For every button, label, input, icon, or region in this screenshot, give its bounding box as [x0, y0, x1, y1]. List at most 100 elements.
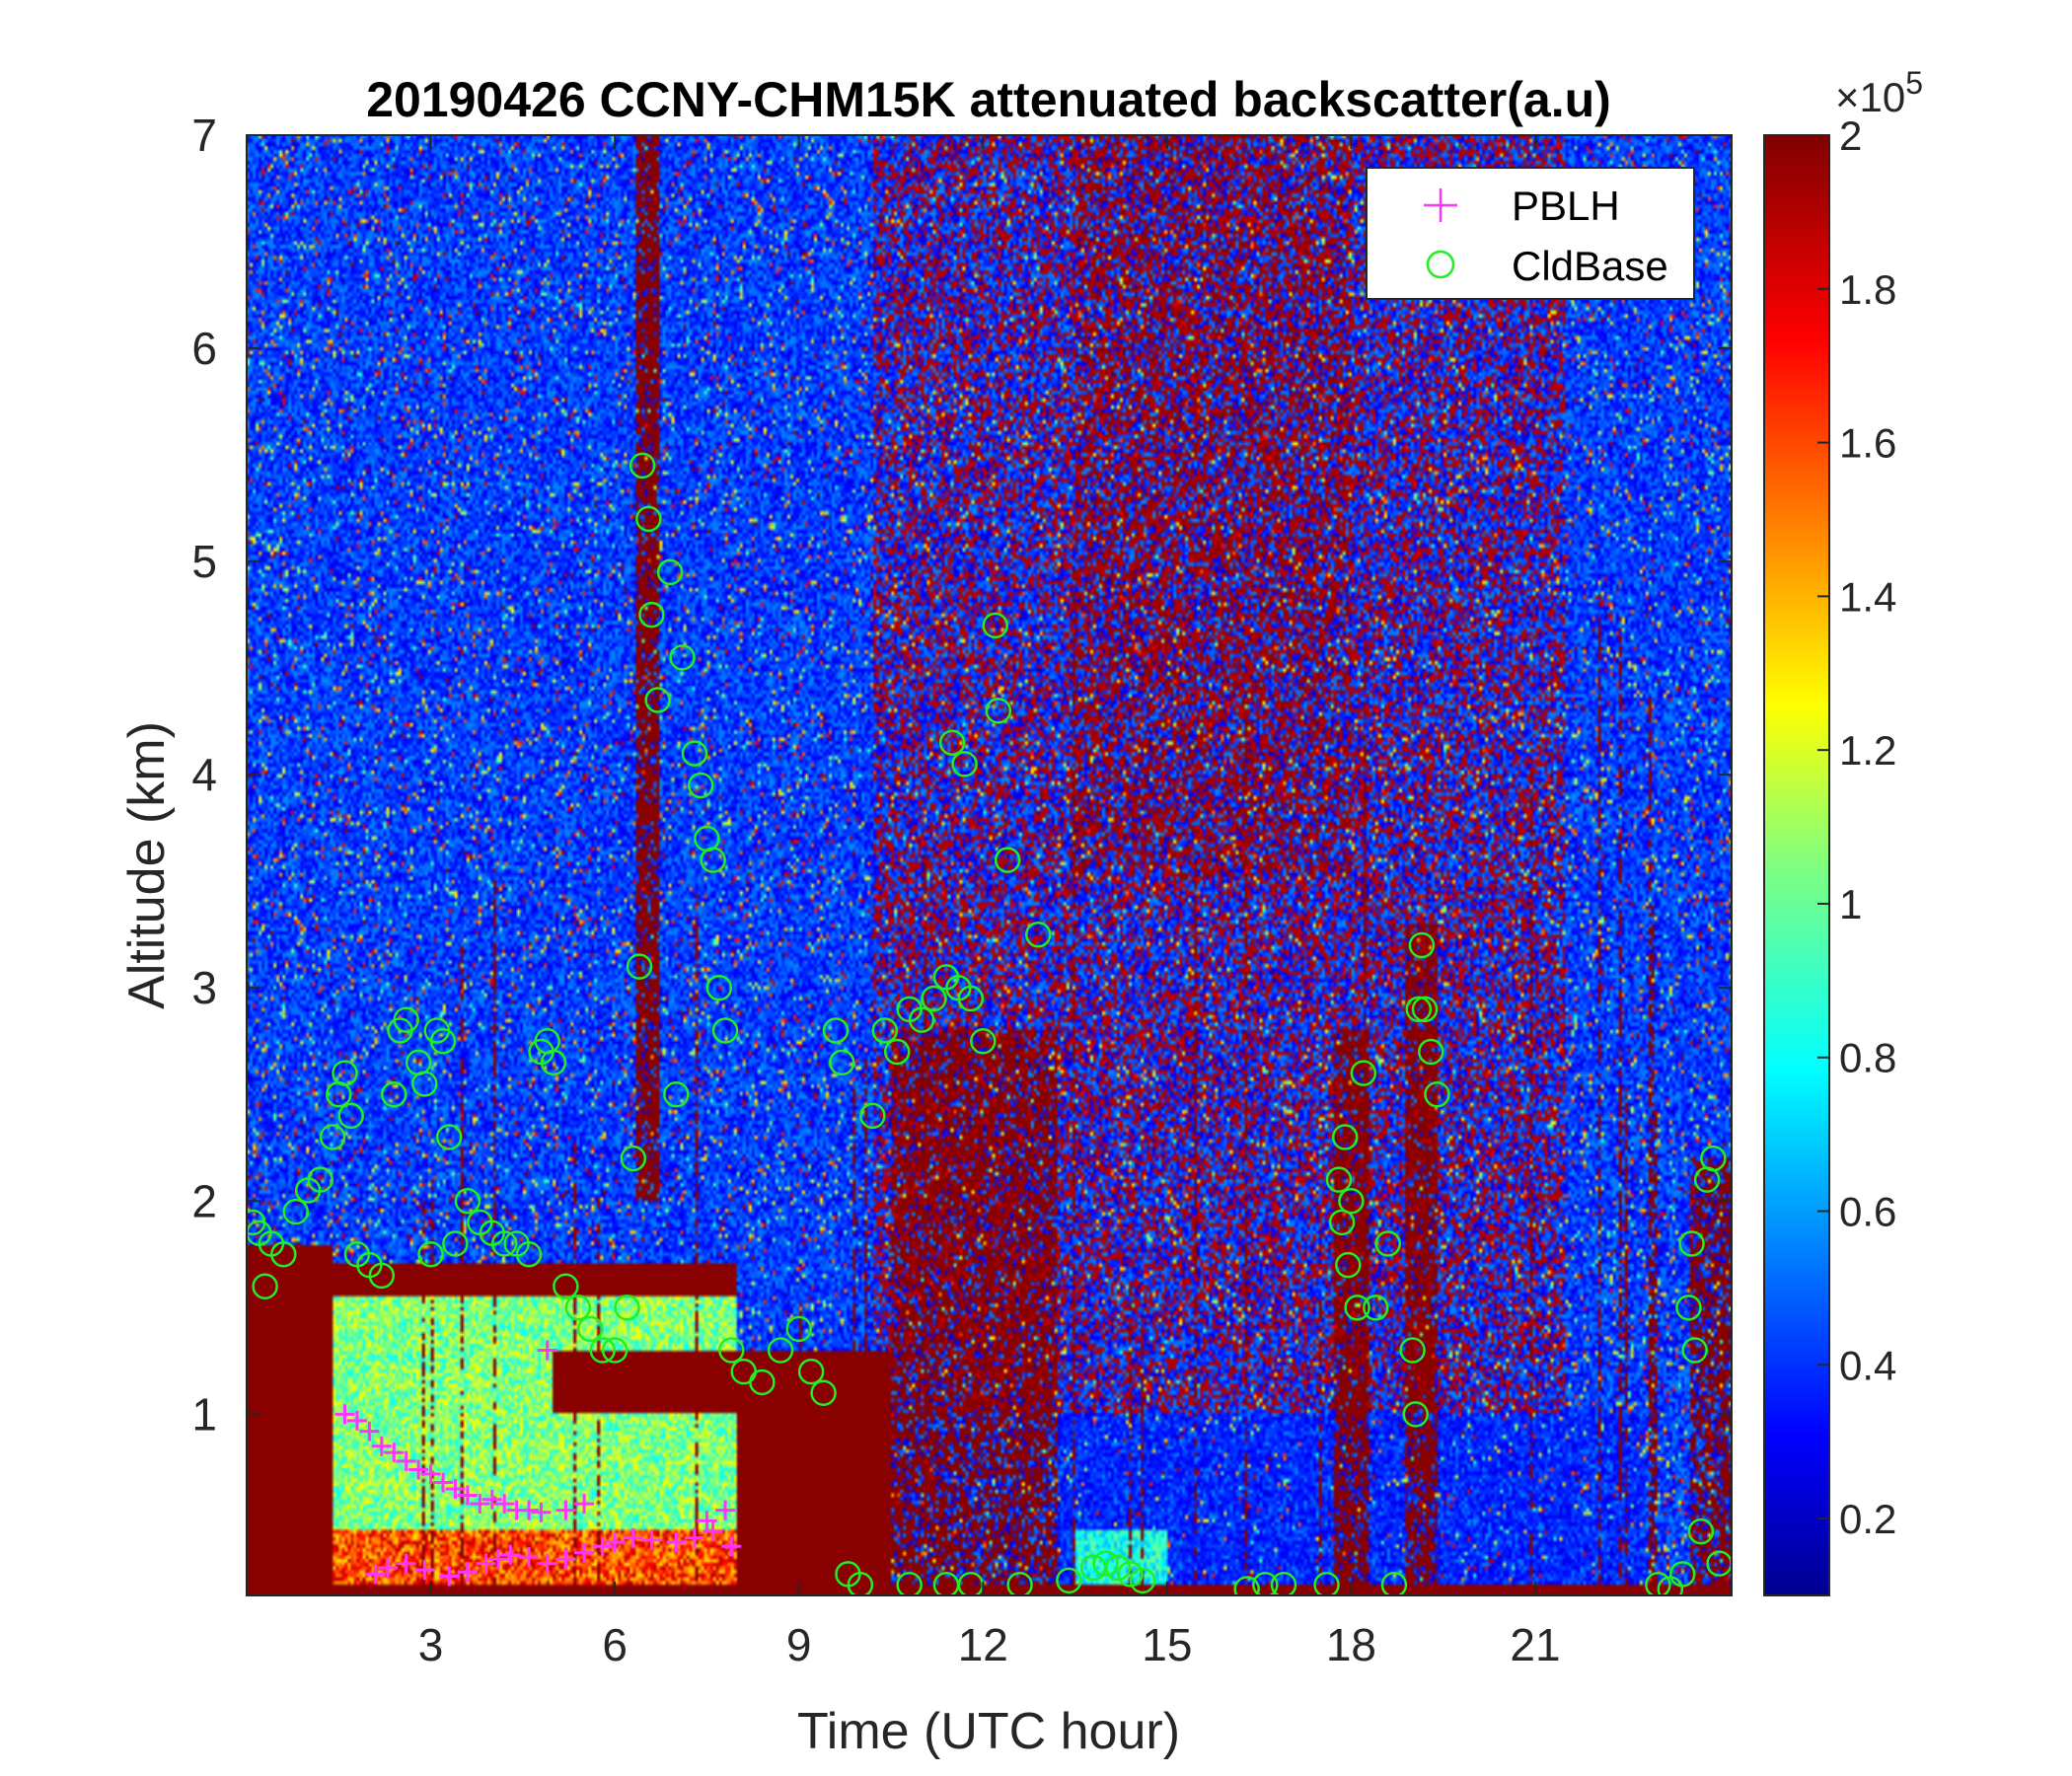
pblh-point	[439, 1566, 460, 1587]
x-tick-label: 9	[786, 1619, 812, 1670]
cldbase-point	[282, 1198, 310, 1225]
colorbar-multiplier-base: ×10	[1835, 74, 1905, 120]
pblh-point	[519, 1500, 540, 1520]
cldbase-point	[644, 687, 671, 713]
pblh-point	[605, 1531, 626, 1552]
backscatter-image	[247, 135, 1732, 1595]
colorbar-gradient	[1763, 134, 1830, 1596]
cldbase-point	[435, 1124, 463, 1150]
legend-label-cldbase: CldBase	[1512, 243, 1668, 289]
pblh-point	[592, 1536, 613, 1557]
cldbase-point	[828, 1049, 855, 1076]
cldbase-point	[810, 1379, 837, 1406]
cldbase-point	[1233, 1576, 1260, 1595]
y-axis: 1 2 3 4 5 6 7	[191, 110, 1732, 1440]
cldbase-point	[337, 1102, 364, 1130]
cldbase-point	[1325, 1166, 1353, 1193]
cldbase-point	[1270, 1571, 1297, 1595]
legend-box	[1366, 167, 1695, 300]
cldbase-point	[307, 1166, 333, 1193]
cldbase-point	[490, 1230, 518, 1257]
pblh-point	[476, 1553, 496, 1574]
cldbase-point	[515, 1241, 543, 1268]
cldbase-point	[620, 1145, 647, 1172]
cldbase-point	[1129, 1567, 1156, 1594]
cldbase-point	[638, 601, 665, 629]
y-tick-label: 1	[191, 1388, 217, 1440]
cldbase-point	[718, 1337, 745, 1364]
cldbase-point	[822, 1017, 850, 1044]
pblh-point	[519, 1547, 540, 1568]
chart-title: 20190426 CCNY-CHM15K attenuated backscat…	[366, 72, 1611, 127]
legend-marker-pblh	[1424, 188, 1457, 222]
y-tick-label: 5	[191, 536, 217, 587]
y-tick-label: 2	[191, 1175, 217, 1226]
pblh-point	[365, 1564, 386, 1585]
cldbase-point	[417, 1241, 444, 1268]
cldbase-point	[601, 1337, 629, 1364]
cldbase-point	[669, 644, 696, 671]
pblh-point	[666, 1531, 687, 1552]
pblh-point	[574, 1542, 595, 1563]
y-axis-label: Altitude (km)	[118, 721, 176, 1009]
cldbase-point	[1338, 1188, 1365, 1215]
y-tick-label: 3	[191, 962, 217, 1013]
cldbase-point	[1006, 1571, 1033, 1595]
colorbar-tick-label: 1.2	[1839, 727, 1896, 774]
pblh-point	[703, 1521, 723, 1542]
cldbase-point	[705, 974, 733, 1001]
cldbase-point	[1252, 1571, 1279, 1595]
cldbase-point	[994, 847, 1021, 873]
x-tick-label: 18	[1326, 1619, 1376, 1670]
x-axis: 3 6 9 12 15 18 21	[418, 135, 1561, 1670]
pblh-point	[414, 1560, 435, 1581]
cldbase-point	[429, 1027, 457, 1055]
x-axis-label: Time (UTC hour)	[797, 1703, 1180, 1760]
series-cldbase	[247, 452, 1732, 1595]
cldbase-point	[381, 1081, 407, 1108]
pblh-point	[384, 1443, 405, 1463]
cldbase-point	[629, 452, 656, 480]
cldbase-point	[681, 740, 708, 767]
y-tick-label: 6	[191, 323, 217, 374]
pblh-point	[494, 1494, 515, 1515]
cldbase-point	[626, 953, 653, 980]
cldbase-point	[454, 1188, 481, 1215]
cldbase-point	[1424, 1081, 1450, 1108]
cldbase-point	[957, 985, 985, 1012]
colorbar-multiplier-exponent: 5	[1905, 65, 1923, 101]
pblh-point	[487, 1549, 508, 1570]
x-tick-label: 3	[418, 1619, 444, 1670]
pblh-point	[420, 1463, 441, 1484]
cldbase-point	[1117, 1561, 1144, 1588]
pblh-point	[371, 1436, 392, 1456]
cldbase-point	[1104, 1554, 1132, 1582]
cldbase-point	[1411, 996, 1439, 1023]
x-tick-label: 15	[1142, 1619, 1192, 1670]
pblh-point	[457, 1485, 478, 1506]
pblh-point	[470, 1494, 490, 1515]
cldbase-point	[797, 1358, 825, 1385]
cldbase-point	[411, 1071, 438, 1097]
colorbar-tick-label: 0.4	[1839, 1342, 1896, 1388]
pblh-point	[396, 1553, 416, 1574]
cldbase-point	[1402, 1401, 1429, 1428]
pblh-point	[481, 1489, 502, 1510]
cldbase-point	[393, 1006, 419, 1033]
cldbase-point	[1681, 1337, 1708, 1364]
cldbase-point	[1678, 1230, 1705, 1257]
legend-marker-cldbase	[1426, 250, 1455, 279]
cldbase-point	[1380, 1571, 1408, 1595]
cldbase-point	[1405, 996, 1433, 1023]
pblh-point	[697, 1511, 717, 1531]
pblh-point	[684, 1527, 704, 1548]
pblh-point	[623, 1527, 643, 1548]
pblh-point	[408, 1459, 429, 1480]
colorbar-tick-label: 0.2	[1839, 1496, 1896, 1542]
colorbar-ticks: 0.2 0.4 0.6 0.8 1 1.2 1.4 1.6 1.8 2	[1817, 112, 1896, 1542]
cldbase-point	[577, 1315, 604, 1343]
legend: PBLH CldBase	[1366, 167, 1695, 300]
cldbase-point	[663, 1081, 690, 1108]
cldbase-point	[1056, 1567, 1082, 1594]
pblh-point	[555, 1549, 576, 1570]
